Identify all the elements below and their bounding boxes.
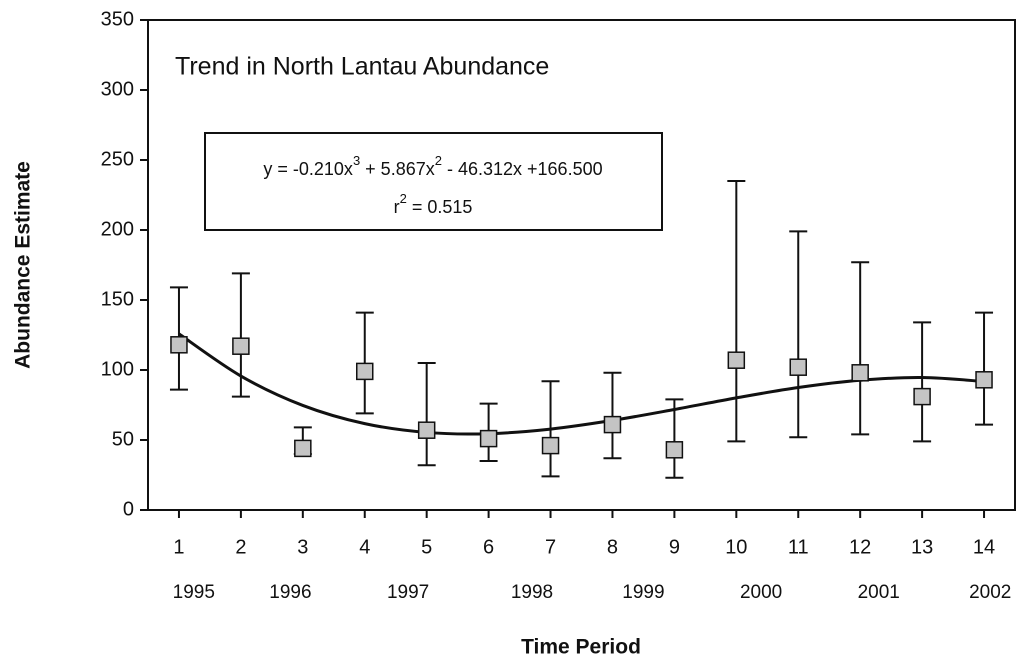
equation-part: + 5.867x: [360, 159, 435, 179]
year-label: 2001: [858, 582, 900, 603]
plot-frame: [147, 19, 1016, 511]
year-label: 2002: [969, 582, 1011, 603]
year-label: 1999: [622, 582, 664, 603]
x-tick-label: 6: [483, 536, 494, 558]
marker: [603, 415, 622, 434]
marker: [479, 429, 498, 448]
marker: [851, 364, 869, 382]
r-exp: 2: [400, 191, 407, 206]
x-tick-label: 9: [669, 536, 680, 558]
equation-part: - 46.312x +166.500: [442, 159, 603, 179]
x-tick-label: 13: [911, 536, 933, 558]
x-tick-label: 7: [545, 536, 556, 558]
r-part: r: [394, 197, 400, 217]
x-tick-label: 1: [173, 536, 184, 558]
x-tick-label: 2: [235, 536, 246, 558]
marker: [232, 337, 250, 355]
marker: [541, 436, 560, 455]
fit-curve: [178, 332, 985, 436]
equation-box: [204, 132, 663, 231]
equation-exp: 3: [353, 153, 360, 168]
x-tick-label: 10: [725, 536, 747, 558]
marker: [913, 387, 931, 406]
y-tick-label: 350: [101, 8, 134, 30]
year-label: 1997: [387, 582, 429, 603]
x-tick-label: 5: [421, 536, 432, 558]
x-tick-label: 14: [973, 536, 995, 558]
x-tick-label: 12: [849, 536, 871, 558]
r-squared: r2 = 0.515: [394, 191, 473, 216]
y-tick-label: 100: [101, 358, 134, 380]
marker: [727, 351, 746, 369]
y-tick-label: 200: [101, 218, 134, 240]
marker: [294, 439, 312, 458]
y-tick-label: 150: [101, 288, 134, 310]
x-tick-label: 11: [788, 536, 809, 558]
x-axis-title: Time Period: [521, 636, 641, 659]
marker: [789, 358, 807, 376]
y-axis-title: Abundance Estimate: [12, 161, 35, 369]
x-tick-label: 4: [359, 536, 370, 558]
y-tick-label: 0: [123, 498, 134, 520]
marker: [665, 441, 684, 459]
year-label: 1995: [173, 582, 215, 603]
marker: [170, 336, 188, 354]
equation-exp: 2: [435, 153, 442, 168]
chart-title: Trend in North Lantau Abundance: [175, 53, 549, 81]
year-label: 2000: [740, 582, 782, 603]
marker: [417, 421, 436, 439]
y-tick-label: 50: [112, 428, 134, 450]
equation-part: y = -0.210x: [263, 159, 353, 179]
marker: [356, 362, 374, 381]
year-label: 1998: [511, 582, 553, 603]
marker: [975, 371, 993, 389]
x-tick-label: 8: [607, 536, 618, 558]
year-label: 1996: [269, 582, 311, 603]
y-tick-label: 250: [101, 148, 134, 170]
y-tick-label: 300: [101, 78, 134, 100]
x-tick-label: 3: [297, 536, 308, 558]
r-part: = 0.515: [407, 197, 473, 217]
equation: y = -0.210x3 + 5.867x2 - 46.312x +166.50…: [263, 153, 602, 178]
